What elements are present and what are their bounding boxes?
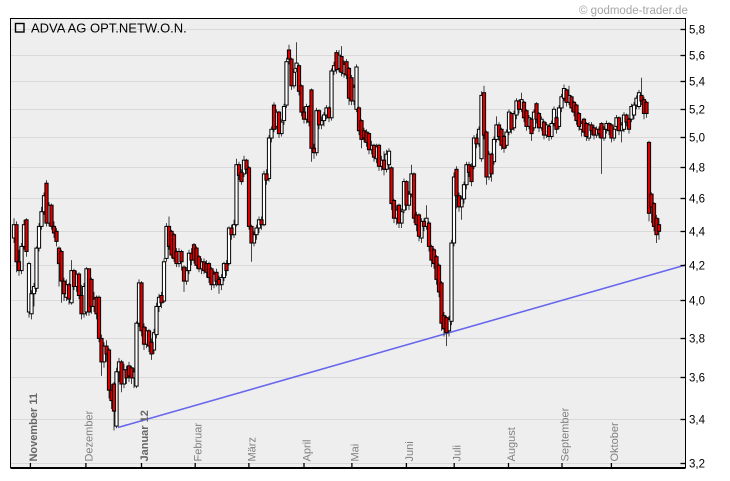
svg-text:Juli: Juli [452,445,464,462]
svg-text:August: August [506,427,518,461]
svg-text:ADVA AG OPT.NETW.O.N.: ADVA AG OPT.NETW.O.N. [31,21,187,36]
svg-text:4,2: 4,2 [689,261,705,273]
svg-text:April: April [302,439,314,461]
svg-text:Februar: Februar [193,423,205,462]
svg-text:März: März [246,437,258,461]
svg-text:© godmode-trader.de: © godmode-trader.de [579,5,688,17]
svg-text:3,8: 3,8 [689,334,705,346]
svg-text:5,8: 5,8 [689,25,705,37]
svg-text:3,6: 3,6 [689,373,705,385]
svg-text:Mai: Mai [349,444,361,462]
svg-text:Januar 12: Januar 12 [139,410,151,461]
svg-text:5,6: 5,6 [689,51,705,63]
svg-text:September: September [560,407,572,461]
svg-text:5,4: 5,4 [689,77,706,89]
svg-text:Juni: Juni [404,441,416,461]
svg-text:3,2: 3,2 [689,459,705,471]
svg-text:3,4: 3,4 [689,415,706,427]
svg-text:November 11: November 11 [28,393,40,461]
svg-text:4,0: 4,0 [689,296,705,308]
svg-text:5,2: 5,2 [689,105,705,117]
svg-text:5,0: 5,0 [689,133,705,145]
svg-text:4,6: 4,6 [689,194,705,206]
svg-text:Oktober: Oktober [609,422,621,461]
svg-text:Dezember: Dezember [83,410,95,461]
svg-text:4,4: 4,4 [689,227,706,239]
svg-text:4,8: 4,8 [689,163,705,175]
